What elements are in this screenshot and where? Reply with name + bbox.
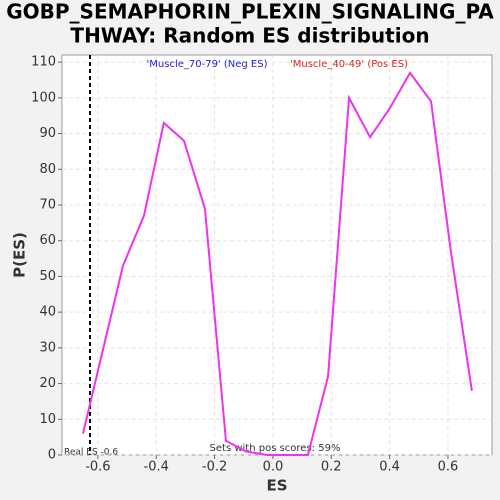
x-tick-label: -0.6 — [85, 460, 110, 475]
y-tick-label: 80 — [39, 162, 56, 177]
y-tick-label: 0 — [48, 448, 56, 463]
y-tick-label: 90 — [39, 126, 56, 141]
y-tick-label: 110 — [31, 55, 56, 70]
y-tick-label: 30 — [39, 340, 56, 355]
real-es-label: Real ES -0.6 — [64, 448, 118, 458]
x-tick-label: 0.0 — [263, 460, 284, 475]
plot-area — [61, 54, 493, 456]
x-tick-label: 0.2 — [321, 460, 342, 475]
series-line — [82, 71, 473, 456]
y-tick-label: 20 — [39, 376, 56, 391]
chart-title: THWAY: Random ES distribution — [70, 24, 429, 48]
x-tick-label: 0.6 — [438, 460, 459, 475]
y-tick-label: 10 — [39, 412, 56, 427]
y-tick-label: 40 — [39, 305, 56, 320]
y-axis-label: P(ES) — [11, 232, 29, 278]
x-tick-label: -0.4 — [144, 460, 169, 475]
x-tick-label: 0.4 — [379, 460, 400, 475]
chart-title: GOBP_SEMAPHORIN_PLEXIN_SIGNALING_PA — [6, 0, 494, 24]
annotation: Sets with pos scores: 59% — [210, 443, 341, 454]
y-tick-label: 100 — [31, 90, 56, 105]
y-tick-label: 60 — [39, 233, 56, 248]
x-tick-label: -0.2 — [202, 460, 227, 475]
legend-pos: 'Muscle_40-49' (Pos ES) — [290, 59, 408, 70]
legend-neg: 'Muscle_70-79' (Neg ES) — [147, 59, 268, 70]
y-tick-label: 70 — [39, 198, 56, 213]
x-axis-label: ES — [266, 477, 287, 495]
y-tick-label: 50 — [39, 269, 56, 284]
